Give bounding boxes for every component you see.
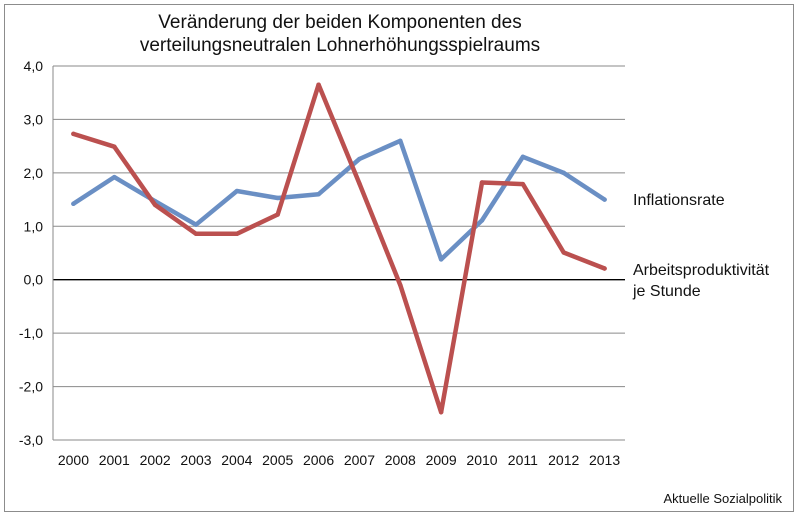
y-tick-label: -3,0 [19, 432, 43, 448]
data-point [438, 410, 444, 415]
data-point [438, 257, 444, 262]
x-tick-label: 2009 [426, 452, 457, 468]
chart-title: Veränderung der beiden Komponenten des v… [140, 12, 540, 56]
x-tick-labels: 2000 2001 2002 2003 2004 2005 2006 2007 2008 2009… [58, 452, 621, 468]
x-tick-label: 2011 [508, 452, 538, 468]
data-point [398, 282, 403, 288]
chart-title-line-1: Veränderung der beiden Komponenten des [158, 12, 521, 33]
legend: Inflationsrate Arbeitsproduktivität je Stu… [632, 192, 770, 300]
data-point [193, 222, 199, 227]
y-tick-label: 1,0 [24, 218, 44, 234]
source-note: Aktuelle Sozialpolitik [663, 491, 782, 506]
data-point [561, 170, 566, 176]
legend-entry: Inflationsrate [633, 192, 725, 209]
data-point [316, 192, 321, 197]
x-tick-label: 2003 [180, 452, 211, 468]
data-point [479, 218, 485, 223]
data-point [275, 195, 280, 201]
gridlines [53, 65, 625, 441]
y-tick-label: 4,0 [24, 58, 44, 74]
y-tick-label: 2,0 [24, 165, 44, 181]
legend-entry: je Stunde [632, 283, 701, 300]
y-tick-label: -2,0 [19, 379, 43, 395]
x-tick-label: 2005 [262, 452, 293, 468]
data-point [602, 197, 607, 202]
y-tick-label: -1,0 [19, 325, 43, 341]
x-tick-label: 2007 [344, 452, 375, 468]
data-point [479, 180, 485, 185]
x-tick-label: 2000 [58, 452, 89, 468]
data-point [520, 181, 526, 187]
data-point [316, 82, 321, 87]
data-point [275, 212, 280, 217]
series-lines [71, 82, 607, 415]
chart-frame [4, 4, 794, 512]
data-point [520, 154, 526, 160]
x-tick-label: 2002 [140, 452, 171, 468]
series-line-arbeitsproduktivitaet [71, 82, 607, 415]
x-tick-label: 2008 [385, 452, 416, 468]
data-point [112, 174, 117, 180]
data-point [71, 201, 76, 207]
x-tick-label: 2012 [548, 452, 579, 468]
x-tick-label: 2013 [589, 452, 620, 468]
data-point [357, 181, 362, 186]
x-tick-label: 2010 [466, 452, 497, 468]
x-tick-label: 2001 [99, 452, 130, 468]
data-point [357, 156, 362, 162]
data-point [234, 231, 240, 236]
x-tick-label: 2004 [221, 452, 252, 468]
series-line-inflationsrate [71, 138, 607, 262]
x-tick-label: 2006 [303, 452, 334, 468]
data-point [112, 144, 117, 149]
data-point [152, 202, 158, 208]
legend-entry: Arbeitsproduktivität [633, 262, 770, 279]
data-point [71, 131, 76, 137]
data-point [398, 138, 403, 143]
data-point [193, 231, 199, 236]
data-point [602, 266, 607, 271]
chart-title-line-2: verteilungsneutralen Lohnerhöhungsspielr… [140, 35, 540, 56]
y-tick-labels: 4,0 3,0 2,0 1,0 0,0 -1,0 -2,0 -3,0 [19, 58, 43, 448]
y-tick-label: 0,0 [24, 272, 44, 288]
data-point [234, 188, 240, 194]
y-tick-label: 3,0 [24, 111, 44, 127]
data-point [561, 250, 566, 255]
